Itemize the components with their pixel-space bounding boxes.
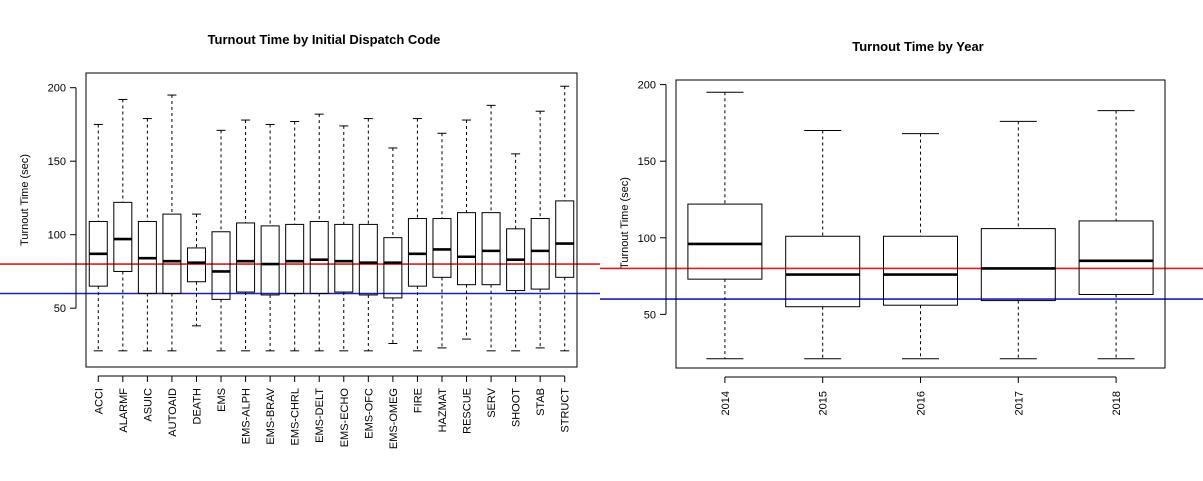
y-tick-label: 150 — [638, 156, 656, 168]
iqr-box — [236, 222, 256, 293]
box-struct — [555, 85, 575, 352]
y-axis-label: Turnout Time (sec) — [619, 177, 631, 269]
iqr-box — [285, 223, 305, 294]
box-2016 — [883, 133, 958, 360]
box-2017 — [980, 120, 1056, 360]
box-shoot — [506, 153, 526, 352]
reference-lines — [0, 263, 600, 295]
iqr-box — [432, 218, 452, 278]
x-tick-label: RESCUE — [462, 388, 474, 434]
x-tick-label: DEATH — [191, 388, 203, 425]
iqr-box — [211, 231, 231, 300]
x-tick-label: ACCI — [93, 388, 105, 414]
reference-lines — [600, 267, 1203, 300]
y-tick-label: 200 — [638, 80, 656, 92]
iqr-box — [407, 218, 427, 287]
iqr-box — [358, 223, 378, 296]
iqr-box — [530, 218, 550, 290]
box-ems-delt — [309, 113, 329, 352]
chart-title: Turnout Time by Year — [852, 39, 983, 54]
box-ems-alph — [236, 119, 256, 352]
chart-panel-year: Turnout Time by Year Turnout Time (sec) … — [600, 39, 1203, 415]
box-fire — [407, 118, 427, 352]
box-group — [687, 91, 1154, 360]
box-alarmf — [113, 98, 133, 352]
x-axis: ACCI ALARMF ASUIC AUTOAID DEATH EMS EMS-ALPH EM… — [93, 375, 572, 449]
iqr-box — [334, 223, 354, 293]
y-tick-label: 50 — [644, 309, 656, 321]
box-2018 — [1078, 110, 1154, 360]
box-autoaid — [162, 94, 182, 352]
x-tick-label: 2018 — [1111, 391, 1123, 415]
box-ems-brav — [260, 123, 280, 352]
y-tick-label: 50 — [54, 303, 66, 315]
y-tick-label: 200 — [48, 83, 66, 95]
iqr-box — [260, 225, 280, 296]
box-ems-chrl — [285, 121, 305, 352]
x-tick-label: EMS-DELT — [314, 388, 326, 443]
x-tick-label: STRUCT — [560, 388, 572, 433]
x-tick-label: STAB — [535, 388, 547, 416]
box-group — [88, 85, 575, 352]
y-tick-label: 100 — [48, 230, 66, 242]
plot-frame — [675, 79, 1166, 369]
x-tick-label: EMS-ALPH — [241, 388, 253, 444]
x-tick-label: EMS-BRAV — [265, 387, 277, 444]
iqr-box — [457, 212, 477, 286]
x-tick-label: 2015 — [818, 391, 830, 415]
x-tick-label: EMS-ECHO — [339, 388, 351, 448]
x-tick-label: SERV — [486, 387, 498, 417]
box-2015 — [785, 130, 861, 360]
chart-panel-dispatch-code: Turnout Time by Initial Dispatch Code Tu… — [0, 32, 600, 449]
box-ems-ofc — [358, 118, 378, 352]
x-tick-label: FIRE — [412, 388, 424, 413]
x-tick-label: EMS — [216, 388, 228, 412]
iqr-box — [113, 201, 133, 272]
box-asuic — [137, 118, 157, 352]
y-axis: 50 100 150 200 — [638, 80, 667, 321]
box-2014 — [687, 91, 763, 360]
box-stab — [530, 110, 550, 349]
x-tick-label: EMS-OFC — [363, 388, 375, 439]
iqr-box — [162, 213, 182, 294]
x-tick-label: ALARMF — [118, 388, 130, 433]
box-serv — [481, 104, 501, 352]
box-ems-echo — [334, 125, 354, 352]
box-ems-omeg — [383, 147, 403, 344]
iqr-box — [980, 228, 1056, 302]
iqr-box — [383, 237, 403, 299]
iqr-box — [555, 200, 575, 278]
x-axis: 2014 2015 2016 2017 2018 — [720, 376, 1123, 415]
y-axis: 50 100 150 200 — [48, 83, 77, 315]
x-tick-label: 2017 — [1013, 391, 1025, 415]
box-ems — [211, 129, 231, 352]
chart-title: Turnout Time by Initial Dispatch Code — [208, 32, 441, 47]
iqr-box — [309, 220, 329, 294]
iqr-box — [883, 235, 958, 306]
x-tick-label: HAZMAT — [437, 388, 449, 433]
iqr-box — [481, 212, 501, 286]
box-hazmat — [432, 132, 452, 349]
y-tick-label: 100 — [638, 233, 656, 245]
x-tick-label: 2016 — [916, 391, 928, 415]
x-tick-label: ASUIC — [142, 388, 154, 422]
iqr-box — [1078, 220, 1154, 295]
box-rescue — [457, 119, 477, 340]
x-tick-label: 2014 — [720, 391, 732, 415]
x-tick-label: AUTOAID — [167, 388, 179, 437]
x-tick-label: SHOOT — [511, 388, 523, 427]
x-tick-label: EMS-OMEG — [388, 388, 400, 449]
box-death — [186, 213, 206, 327]
iqr-box — [186, 247, 206, 283]
x-tick-label: EMS-CHRL — [290, 388, 302, 445]
y-axis-label: Turnout Time (sec) — [19, 154, 31, 246]
box-acci — [88, 123, 108, 352]
iqr-box — [687, 203, 763, 280]
iqr-box — [785, 235, 861, 308]
y-tick-label: 150 — [48, 156, 66, 168]
plot-frame — [85, 72, 578, 368]
